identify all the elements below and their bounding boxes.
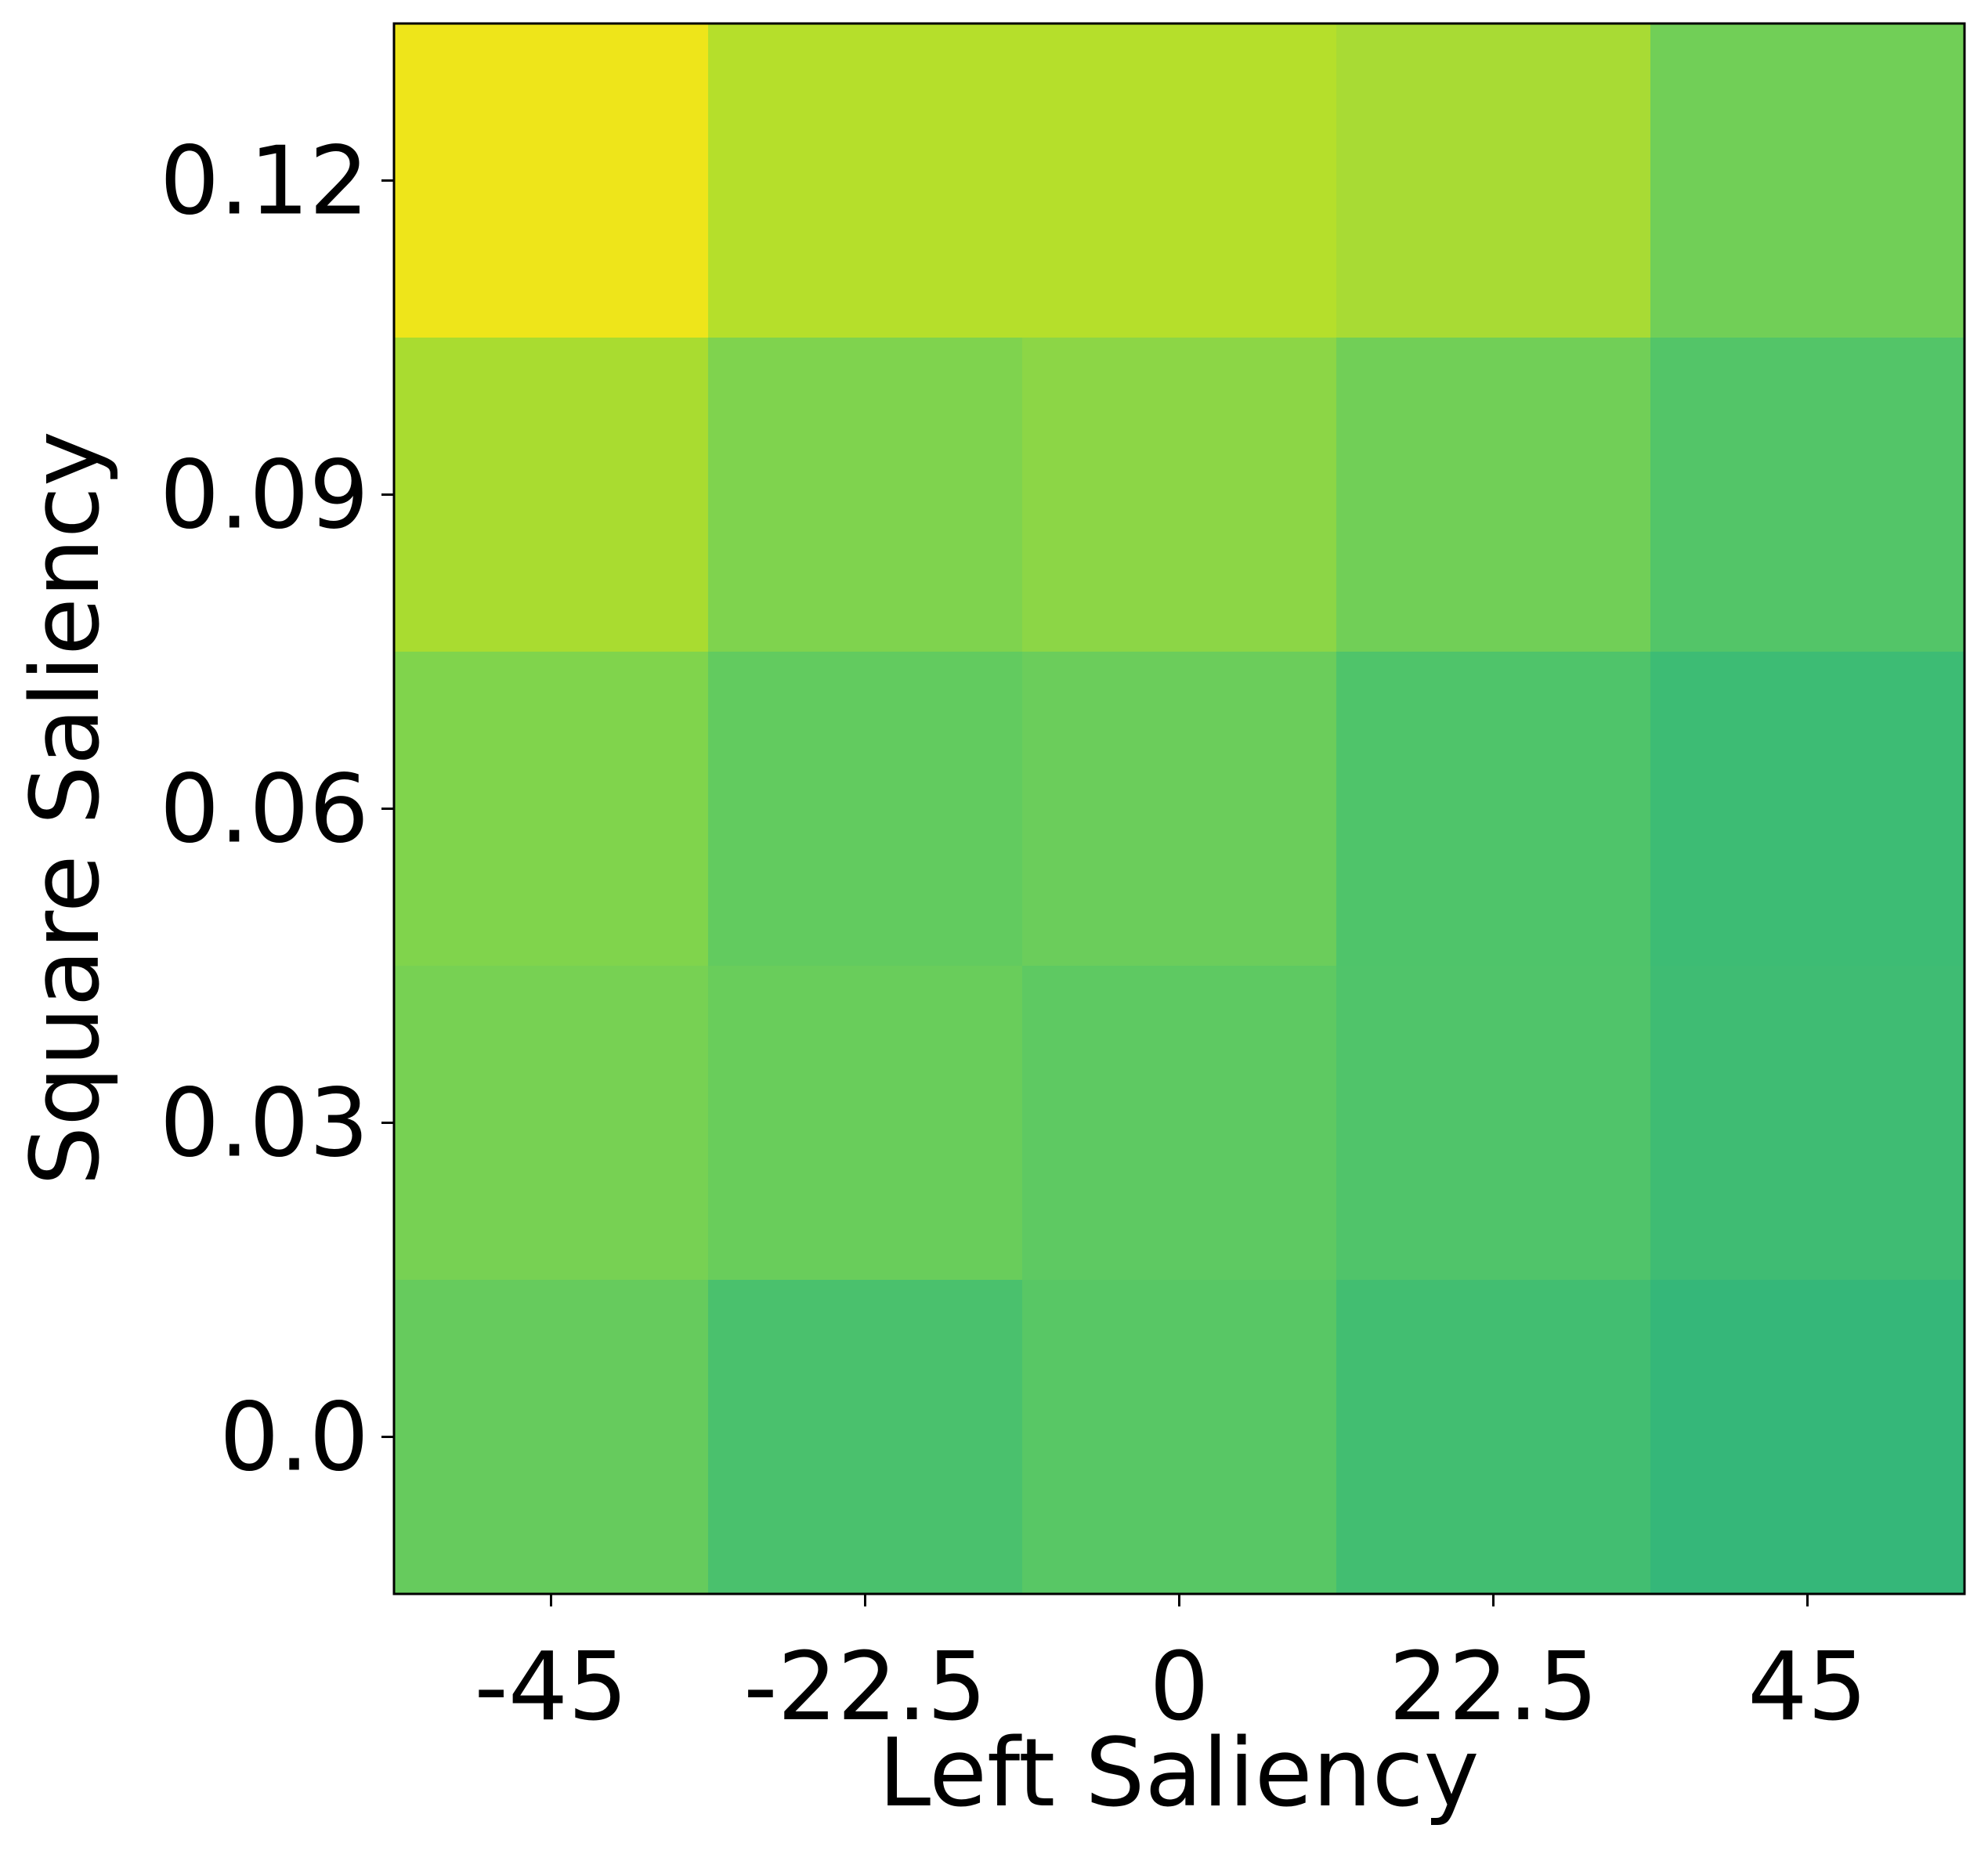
heatmap-cell (1336, 338, 1651, 652)
heatmap-cell (1022, 338, 1337, 652)
heatmap-cell (1336, 966, 1651, 1281)
heatmap-cell (708, 23, 1023, 338)
heatmap-cell (394, 338, 709, 652)
heatmap-cells (394, 23, 1965, 1595)
x-tick-label: 22.5 (1389, 1633, 1598, 1742)
y-tick-label: 0.0 (219, 1384, 369, 1493)
heatmap-cell (1022, 1280, 1337, 1595)
x-tick-label: -45 (475, 1633, 628, 1742)
heatmap-cell (394, 23, 709, 338)
y-tick-label: 0.06 (160, 756, 369, 865)
y-axis: 0.12 0.09 0.06 0.03 0.0 (160, 128, 394, 1493)
heatmap-cell (1022, 966, 1337, 1281)
heatmap-cell (1022, 652, 1337, 967)
heatmap-cell (1650, 1280, 1965, 1595)
heatmap-cell (394, 652, 709, 967)
heatmap-cell (1336, 23, 1651, 338)
y-tick-label: 0.09 (160, 442, 369, 551)
y-tick-label: 0.12 (160, 128, 369, 237)
heatmap-cell (708, 338, 1023, 652)
x-tick-label: -22.5 (743, 1633, 987, 1742)
x-axis-label: Left Saliency (878, 1719, 1479, 1828)
heatmap-cell (394, 1280, 709, 1595)
heatmap-cell (1650, 652, 1965, 967)
heatmap-cell (1650, 966, 1965, 1281)
heatmap-cell (1650, 23, 1965, 338)
heatmap-cell (394, 966, 709, 1281)
heatmap-cell (1022, 23, 1337, 338)
x-tick-label: 0 (1149, 1633, 1209, 1742)
heatmap-cell (1336, 1280, 1651, 1595)
y-axis-label: Square Saliency (12, 431, 121, 1186)
heatmap-cell (1650, 338, 1965, 652)
heatmap-cell (708, 966, 1023, 1281)
heatmap-cell (708, 652, 1023, 967)
heatmap-cell (1336, 652, 1651, 967)
y-tick-label: 0.03 (160, 1070, 369, 1179)
x-tick-label: 45 (1748, 1633, 1867, 1742)
x-axis: -45 -22.5 0 22.5 45 (475, 1594, 1867, 1742)
heatmap-cell (708, 1280, 1023, 1595)
